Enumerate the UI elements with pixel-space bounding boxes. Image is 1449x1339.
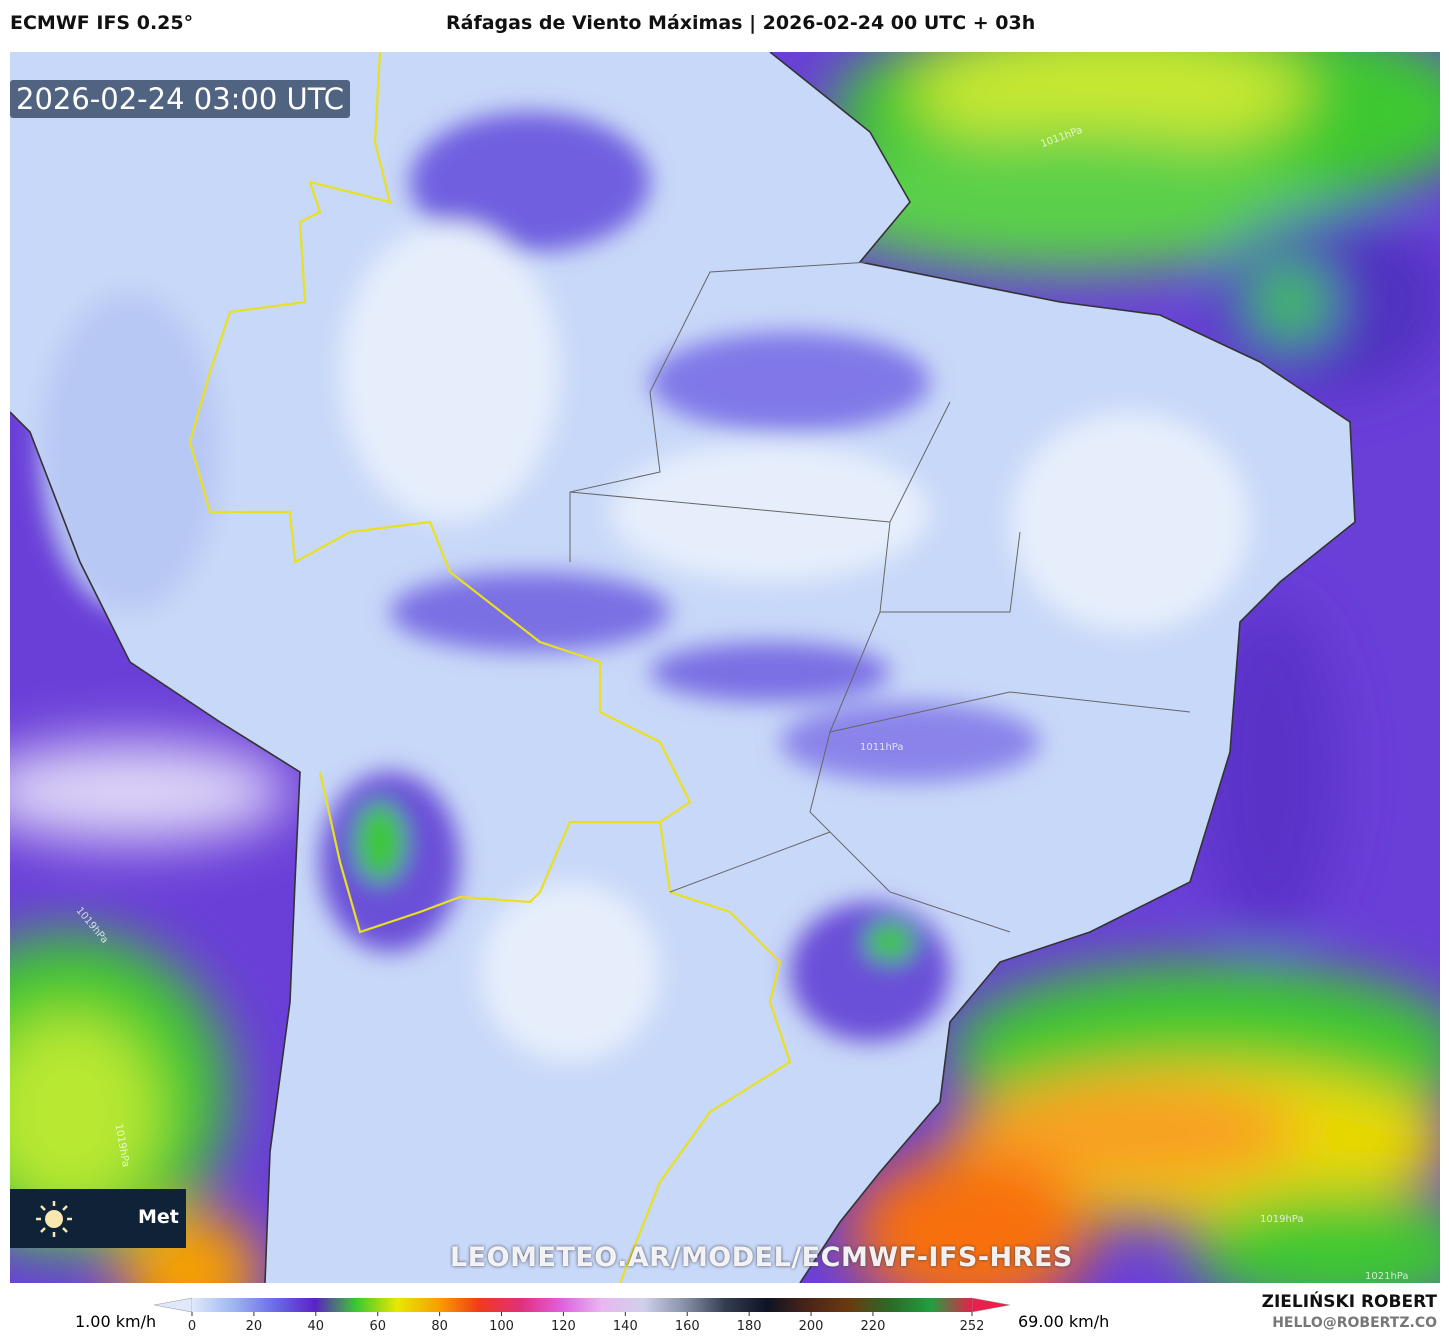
sun-icon [36, 1201, 72, 1237]
colorbar-tick-label: 80 [431, 1319, 448, 1334]
isobar-label: 1019hPa [1260, 1214, 1304, 1225]
isobar-label: 1011hPa [860, 742, 904, 753]
colorbar-tick-label: 252 [960, 1319, 985, 1334]
logo-text: Met [138, 1206, 179, 1228]
colorbar-tick-label: 180 [737, 1319, 762, 1334]
colorbar: 0 20 40 60 80 100 120 140 160 180 200 220 252 [153, 1297, 1011, 1334]
map-title: Ráfagas de Viento Máximas | 2026-02-24 0… [446, 12, 1036, 34]
coastline [10, 52, 1356, 1283]
colorbar-min-label: 1.00 km/h [75, 1312, 157, 1331]
state-borders [569, 261, 1191, 933]
colorbar-tick-label: 140 [613, 1319, 638, 1334]
logo: Met [10, 1189, 186, 1248]
colorbar-high-extension [971, 1297, 1011, 1313]
colorbar-tick-label: 100 [489, 1319, 514, 1334]
colorbar-max-label: 69.00 km/h [1018, 1312, 1110, 1331]
colorbar-scale [192, 1298, 972, 1312]
borders [188, 52, 792, 1283]
author: ZIELIŃSKI ROBERT [1261, 1292, 1437, 1312]
colorbar-tick-label: 60 [369, 1319, 386, 1334]
timestamp: 2026-02-24 03:00 UTC [10, 80, 351, 118]
colorbar-tick-label: 200 [799, 1319, 824, 1334]
map [10, 52, 1440, 1283]
wind-field [10, 52, 1440, 1283]
colorbar-tick-label: 220 [861, 1319, 886, 1334]
isobar-label: 1021hPa [1365, 1271, 1409, 1282]
colorbar-tick-label: 160 [675, 1319, 700, 1334]
watermark: LEOMETEO.AR/MODEL/ECMWF-IFS-HRES [450, 1242, 1073, 1273]
colorbar-tick-label: 0 [188, 1319, 196, 1334]
colorbar-tick-label: 20 [246, 1319, 263, 1334]
email: HELLO@ROBERTZ.CO [1272, 1315, 1437, 1331]
colorbar-tick-label: 40 [308, 1319, 325, 1334]
model-label: ECMWF IFS 0.25° [10, 12, 194, 34]
colorbar-low-extension [153, 1297, 193, 1313]
colorbar-tick-label: 120 [551, 1319, 576, 1334]
